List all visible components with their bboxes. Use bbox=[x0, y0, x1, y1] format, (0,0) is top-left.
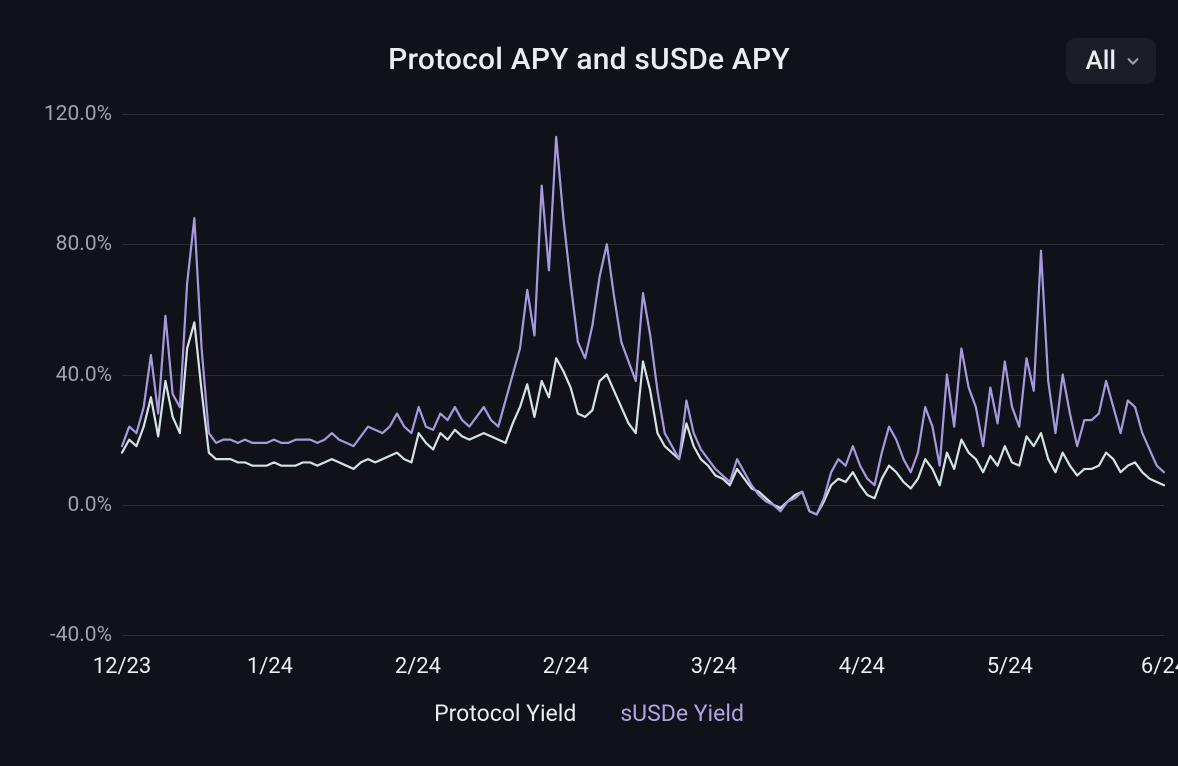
x-tick-label: 2/24 bbox=[543, 654, 589, 679]
x-tick-label: 3/24 bbox=[691, 654, 737, 679]
x-tick-label: 6/24 bbox=[1141, 654, 1178, 679]
y-tick-label: 0.0% bbox=[12, 493, 112, 517]
range-dropdown-label: All bbox=[1086, 46, 1117, 76]
series-line bbox=[122, 322, 1164, 514]
series-line bbox=[122, 137, 1164, 515]
y-tick-label: 40.0% bbox=[12, 363, 112, 387]
chart-header: Protocol APY and sUSDe APY All bbox=[0, 42, 1178, 77]
y-tick-label: -40.0% bbox=[12, 623, 112, 647]
chart-lines bbox=[122, 114, 1164, 635]
legend-item-protocol-yield: Protocol Yield bbox=[434, 700, 576, 727]
legend-item-susde-yield: sUSDe Yield bbox=[620, 700, 744, 727]
plot-area bbox=[122, 114, 1164, 635]
x-tick-label: 12/23 bbox=[93, 654, 152, 679]
x-tick-label: 5/24 bbox=[987, 654, 1033, 679]
y-tick-label: 80.0% bbox=[12, 232, 112, 256]
x-tick-label: 2/24 bbox=[395, 654, 441, 679]
x-tick-label: 4/24 bbox=[839, 654, 885, 679]
y-tick-label: 120.0% bbox=[12, 102, 112, 126]
legend: Protocol Yield sUSDe Yield bbox=[0, 700, 1178, 727]
chevron-down-icon bbox=[1126, 54, 1140, 68]
chart-title: Protocol APY and sUSDe APY bbox=[388, 42, 790, 77]
range-dropdown[interactable]: All bbox=[1066, 38, 1157, 84]
gridline bbox=[122, 635, 1164, 636]
x-tick-label: 1/24 bbox=[247, 654, 293, 679]
